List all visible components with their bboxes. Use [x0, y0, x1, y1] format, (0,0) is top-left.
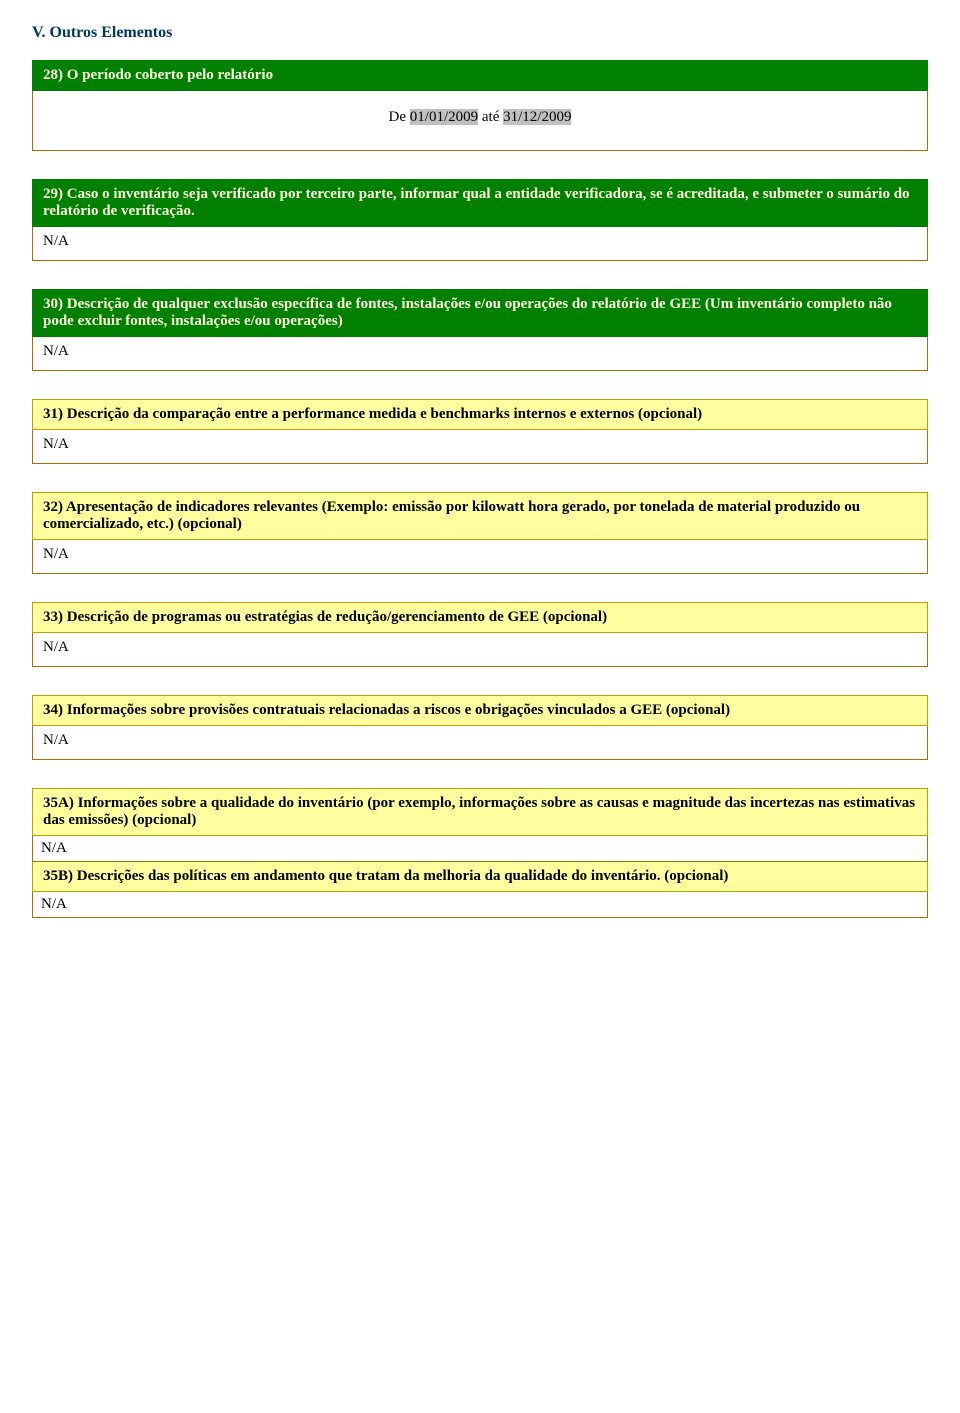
question-29-block: 29) Caso o inventário seja verificado po… — [32, 179, 928, 261]
question-33-heading: 33) Descrição de programas ou estratégia… — [32, 602, 928, 633]
question-28-block: 28) O período coberto pelo relatório De … — [32, 60, 928, 151]
question-33-answer: N/A — [32, 633, 928, 667]
section-title: V. Outros Elementos — [32, 24, 928, 42]
question-35a-heading: 35A) Informações sobre a qualidade do in… — [32, 788, 928, 836]
question-35a-answer: N/A — [32, 836, 928, 862]
question-31-heading: 31) Descrição da comparação entre a perf… — [32, 399, 928, 430]
question-35b-heading: 35B) Descrições das políticas em andamen… — [32, 862, 928, 892]
question-28-heading: 28) O período coberto pelo relatório — [32, 60, 928, 91]
question-32-block: 32) Apresentação de indicadores relevant… — [32, 492, 928, 574]
q28-date-from: 01/01/2009 — [410, 109, 478, 125]
question-34-block: 34) Informações sobre provisões contratu… — [32, 695, 928, 760]
question-31-block: 31) Descrição da comparação entre a perf… — [32, 399, 928, 464]
question-30-block: 30) Descrição de qualquer exclusão espec… — [32, 289, 928, 371]
question-34-answer: N/A — [32, 726, 928, 760]
question-30-answer: N/A — [32, 337, 928, 371]
question-29-heading: 29) Caso o inventário seja verificado po… — [32, 179, 928, 227]
question-35-block: 35A) Informações sobre a qualidade do in… — [32, 788, 928, 918]
question-28-answer: De 01/01/2009 até 31/12/2009 — [32, 91, 928, 151]
question-32-heading: 32) Apresentação de indicadores relevant… — [32, 492, 928, 540]
q28-date-to: 31/12/2009 — [503, 109, 571, 125]
question-35b-answer: N/A — [32, 892, 928, 918]
question-32-answer: N/A — [32, 540, 928, 574]
question-29-answer: N/A — [32, 227, 928, 261]
question-33-block: 33) Descrição de programas ou estratégia… — [32, 602, 928, 667]
question-34-heading: 34) Informações sobre provisões contratu… — [32, 695, 928, 726]
q28-mid: até — [478, 109, 503, 125]
question-31-answer: N/A — [32, 430, 928, 464]
question-30-heading: 30) Descrição de qualquer exclusão espec… — [32, 289, 928, 337]
q28-prefix: De — [389, 109, 410, 125]
